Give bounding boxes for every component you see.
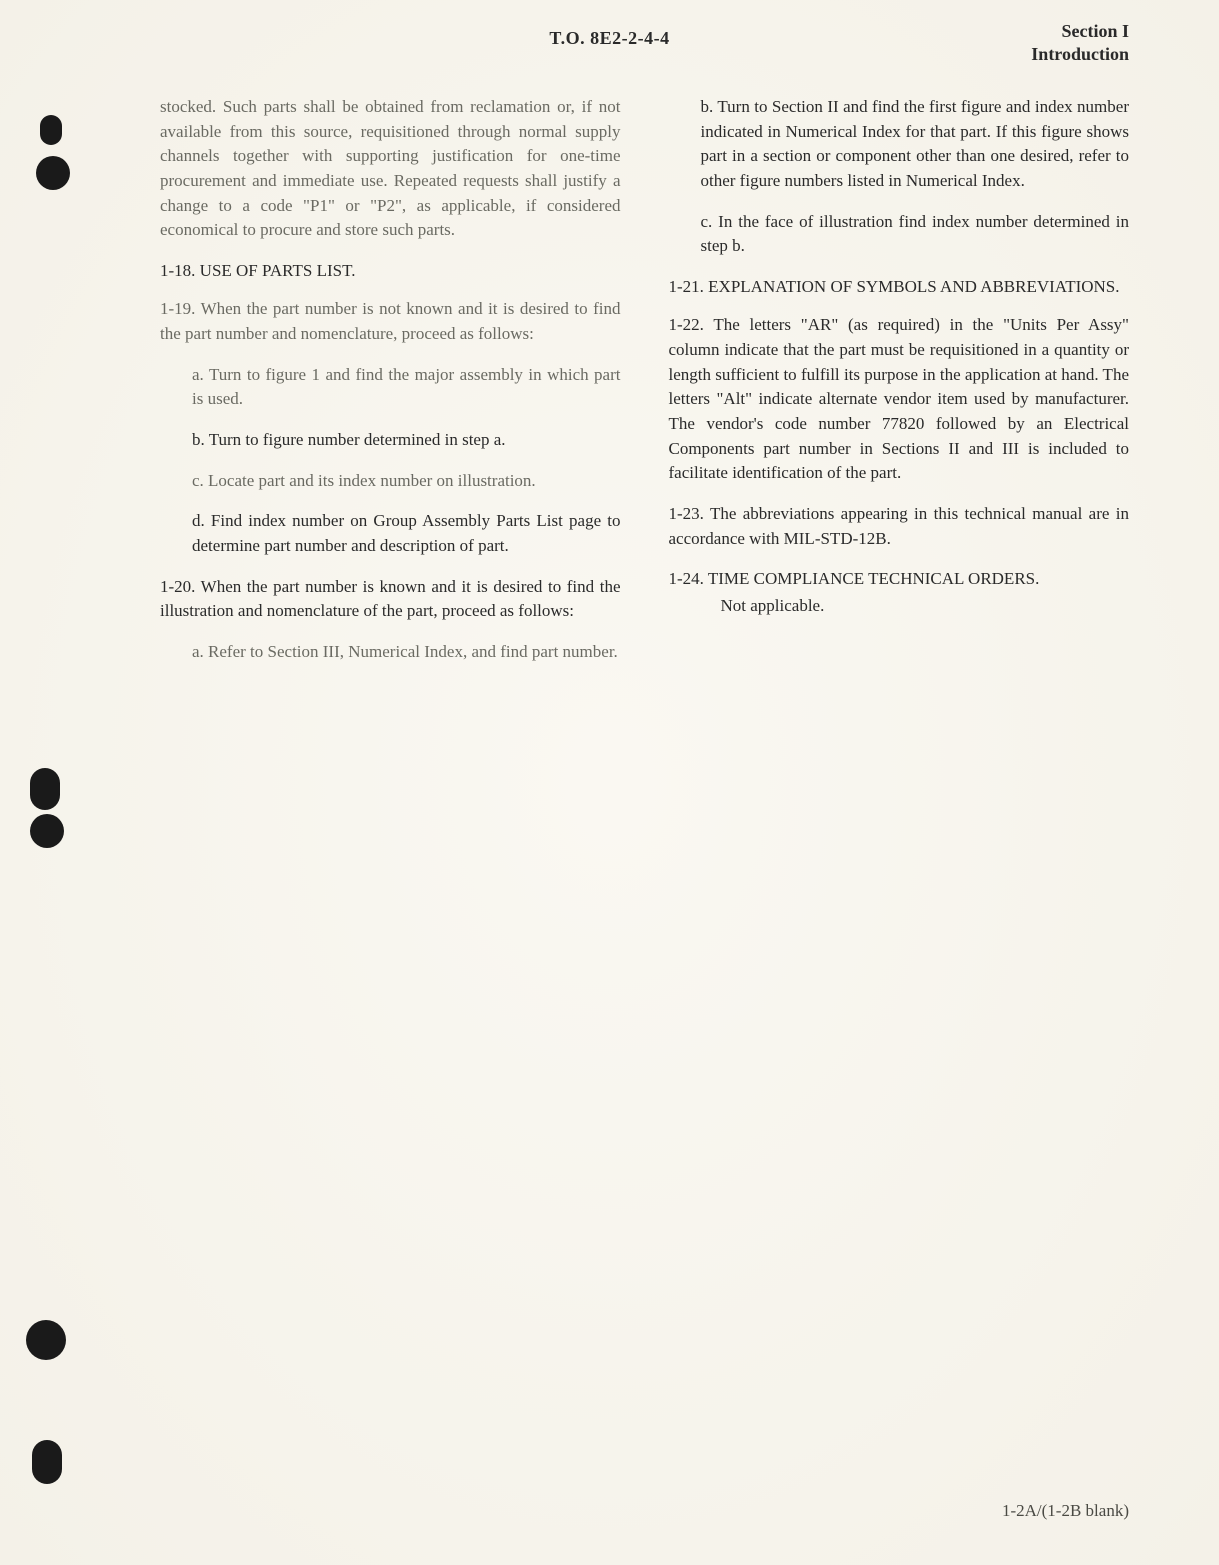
paragraph-1-22: 1-22. The letters "AR" (as required) in … <box>669 313 1130 485</box>
punch-hole <box>36 156 70 190</box>
punch-hole <box>32 1440 62 1484</box>
step-1-19-c: c. Locate part and its index number on i… <box>160 469 621 494</box>
step-1-19-b: b. Turn to figure number determined in s… <box>160 428 621 453</box>
heading-1-21: 1-21. EXPLANATION OF SYMBOLS AND ABBREVI… <box>669 275 1130 300</box>
header-subtitle: Introduction <box>1031 43 1129 66</box>
punch-hole <box>40 115 62 145</box>
right-column: b. Turn to Section II and find the first… <box>669 95 1130 681</box>
paragraph-1-23: 1-23. The abbreviations appearing in thi… <box>669 502 1130 551</box>
punch-hole <box>30 768 60 810</box>
punch-hole <box>26 1320 66 1360</box>
paragraph-1-24-title: 1-24. TIME COMPLIANCE TECHNICAL ORDERS. <box>669 567 1130 592</box>
page-number: 1-2A/(1-2B blank) <box>1002 1501 1129 1521</box>
header-right: Section I Introduction <box>1031 20 1129 67</box>
header-section: Section I <box>1031 20 1129 43</box>
step-1-19-a: a. Turn to figure 1 and find the major a… <box>160 363 621 412</box>
heading-1-18: 1-18. USE OF PARTS LIST. <box>160 259 621 284</box>
step-1-19-d: d. Find index number on Group Assembly P… <box>160 509 621 558</box>
content-columns: stocked. Such parts shall be obtained fr… <box>160 95 1129 681</box>
paragraph-continued: stocked. Such parts shall be obtained fr… <box>160 95 621 243</box>
step-1-20-b: b. Turn to Section II and find the first… <box>669 95 1130 194</box>
step-1-20-c: c. In the face of illustration find inde… <box>669 210 1130 259</box>
left-column: stocked. Such parts shall be obtained fr… <box>160 95 621 681</box>
punch-hole <box>30 814 64 848</box>
document-page: T.O. 8E2-2-4-4 Section I Introduction st… <box>0 0 1219 1565</box>
paragraph-1-24-body: Not applicable. <box>669 594 1130 619</box>
paragraph-1-19: 1-19. When the part number is not known … <box>160 297 621 346</box>
paragraph-1-20: 1-20. When the part number is known and … <box>160 575 621 624</box>
step-1-20-a: a. Refer to Section III, Numerical Index… <box>160 640 621 665</box>
